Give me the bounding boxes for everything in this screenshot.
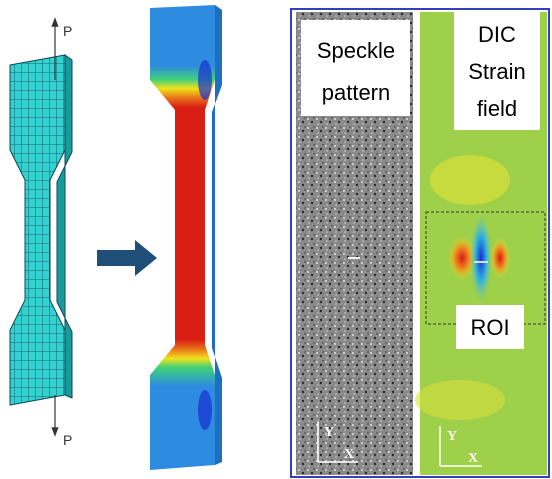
axis-label: X bbox=[344, 447, 354, 462]
strain-hot bbox=[490, 238, 510, 278]
load-label: P bbox=[63, 432, 72, 448]
axis-label: X bbox=[468, 451, 478, 466]
panel-title: Speckle bbox=[317, 38, 395, 63]
axis-label: Y bbox=[324, 425, 334, 440]
strain-zone bbox=[430, 155, 510, 205]
stress-spot bbox=[198, 60, 212, 100]
process-arrow bbox=[97, 240, 157, 276]
roi-label: ROI bbox=[470, 315, 509, 340]
panel-title: Strain bbox=[468, 59, 525, 84]
panel-title: field bbox=[477, 96, 517, 121]
load-label: P bbox=[63, 23, 72, 39]
panel-title: DIC bbox=[478, 22, 516, 47]
figure: P P Speckle pattern DIC Strain field ROI… bbox=[0, 0, 552, 479]
stress-spot bbox=[198, 390, 212, 430]
strain-zone bbox=[415, 380, 505, 420]
panel-title: pattern bbox=[322, 80, 391, 105]
strain-cold bbox=[470, 213, 492, 303]
axis-label: Y bbox=[447, 429, 457, 444]
